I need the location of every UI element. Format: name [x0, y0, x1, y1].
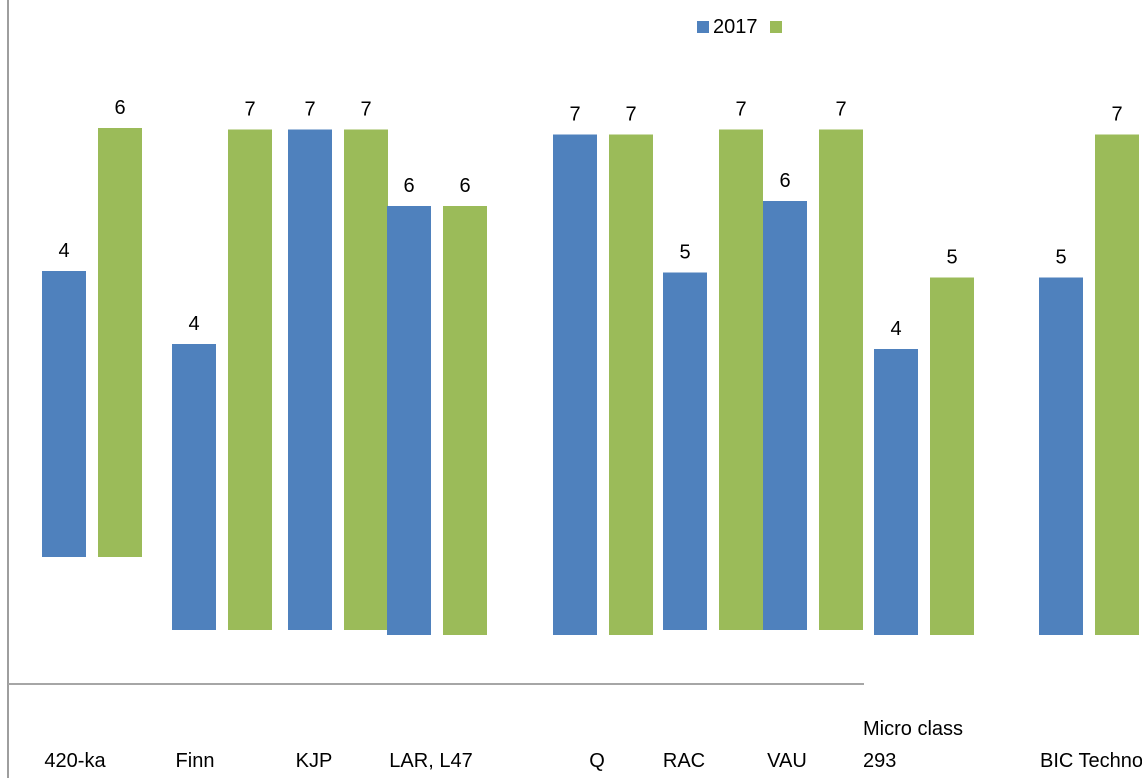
bar-vau-series-1: [763, 201, 807, 630]
bar-bic-techno-series-2: [1095, 134, 1139, 635]
data-label-kjp-series-2: 7: [360, 99, 371, 121]
data-label-vau-series-1: 6: [779, 170, 790, 192]
category-label-finn: Finn: [176, 750, 215, 772]
data-label-q-series-2: 7: [625, 104, 636, 126]
data-label-rac-series-2: 7: [735, 99, 746, 121]
bar-q-series-2: [609, 134, 653, 635]
category-label-group: 420-ka Finn KJP LAR, L47 Q RAC VAU Micro class 2…: [44, 718, 1142, 772]
bar-kjp-series-1: [288, 129, 332, 630]
legend-label-series-1: 2017: [713, 15, 758, 38]
bar-lar-l47-series-1: [387, 206, 431, 635]
category-label-micro-class-293-line-2: 293: [863, 750, 896, 772]
category-label-420-ka: 420-ka: [44, 750, 106, 772]
data-label-micro-class-293-series-1: 4: [890, 318, 901, 340]
bar-bic-techno-series-1: [1039, 277, 1083, 635]
bar-finn-series-1: [172, 344, 216, 630]
data-label-420-ka-series-2: 6: [114, 97, 125, 119]
category-label-lar-l47: LAR, L47: [389, 750, 472, 772]
category-label-bic-techno: BIC Techno: [1040, 750, 1142, 772]
legend-swatch-series-2: [769, 21, 782, 33]
data-label-q-series-1: 7: [569, 104, 580, 126]
legend-swatch-series-1: [697, 21, 709, 33]
bar-lar-l47-series-2: [443, 206, 487, 635]
bar-420-ka-series-2: [98, 128, 142, 557]
bar-q-series-1: [553, 134, 597, 635]
data-label-bic-techno-series-2: 7: [1111, 104, 1122, 126]
category-label-vau: VAU: [767, 750, 807, 772]
data-label-kjp-series-1: 7: [304, 99, 315, 121]
bar-rac-series-1: [663, 272, 707, 630]
category-label-rac: RAC: [663, 750, 705, 772]
category-label-q: Q: [589, 750, 605, 772]
data-label-vau-series-2: 7: [835, 99, 846, 121]
bar-micro-class-293-series-2: [930, 277, 974, 635]
data-label-finn-series-1: 4: [188, 313, 199, 335]
bar-vau-series-2: [819, 129, 863, 630]
data-label-rac-series-1: 5: [679, 242, 690, 264]
bar-finn-series-2: [228, 129, 272, 630]
bar-kjp-series-2: [344, 129, 388, 630]
data-label-lar-l47-series-1: 6: [403, 175, 414, 197]
bar-420-ka-series-1: [42, 271, 86, 557]
bar-rac-series-2: [719, 129, 763, 630]
category-label-kjp: KJP: [296, 750, 333, 772]
category-label-micro-class-293-line-1: Micro class: [863, 718, 963, 740]
data-label-lar-l47-series-2: 6: [459, 175, 470, 197]
data-label-finn-series-2: 7: [244, 99, 255, 121]
data-label-group: 4 6 4 7 7 7 6 6 7 7 5 7 6 7 4 5 5 7: [58, 97, 1122, 340]
data-label-420-ka-series-1: 4: [58, 240, 69, 262]
data-label-micro-class-293-series-2: 5: [946, 247, 957, 269]
data-label-bic-techno-series-1: 5: [1055, 247, 1066, 269]
legend: 2017: [697, 14, 798, 40]
bar-micro-class-293-series-1: [874, 349, 918, 635]
bar-group: [42, 128, 1139, 635]
